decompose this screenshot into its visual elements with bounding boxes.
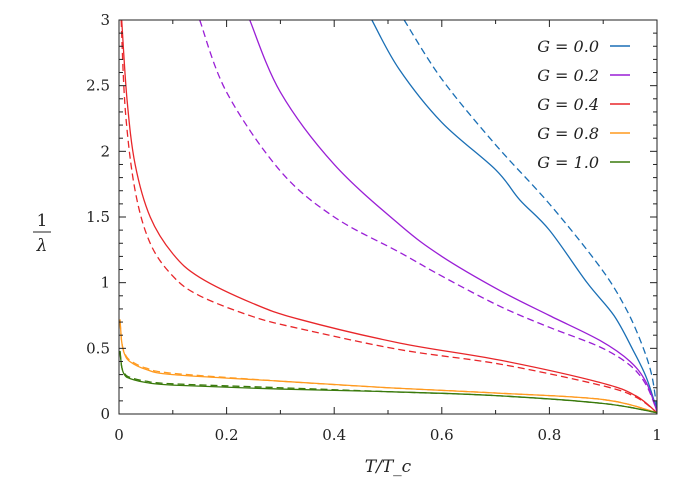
y-tick-label: 2 bbox=[100, 142, 110, 160]
series-line-3-dashed bbox=[199, 20, 657, 412]
x-tick-label: 0 bbox=[114, 426, 124, 444]
legend: G = 0.0 G = 0.2 G = 0.4 G = 0.8 G = 1.0 bbox=[537, 37, 630, 172]
series-line-2 bbox=[249, 20, 657, 412]
series-line-6 bbox=[119, 319, 657, 414]
legend-label: G = 1.0 bbox=[537, 153, 599, 172]
series-line-1-dashed bbox=[403, 20, 657, 411]
x-tick-label: 0.6 bbox=[430, 426, 454, 444]
axis-ticks: 0 0.2 0.4 0.6 0.8 1 0 0.5 1 1.5 2 2.5 3 bbox=[86, 11, 662, 444]
curves bbox=[119, 20, 657, 414]
legend-label: G = 0.4 bbox=[537, 95, 599, 114]
series-line-9-dashed bbox=[119, 352, 657, 414]
legend-label: G = 0.8 bbox=[537, 124, 599, 143]
x-tick-label: 1 bbox=[652, 426, 662, 444]
series-line-5-dashed bbox=[120, 20, 657, 414]
x-tick-label: 0.8 bbox=[537, 426, 561, 444]
y-tick-label: 3 bbox=[100, 11, 110, 29]
y-tick-label: 2.5 bbox=[86, 77, 110, 95]
series-line-0 bbox=[371, 20, 657, 411]
x-tick-label: 0.4 bbox=[322, 426, 346, 444]
y-axis-label-numerator: 1 bbox=[37, 211, 48, 231]
x-tick-label: 0.2 bbox=[215, 426, 239, 444]
series-line-7-dashed bbox=[119, 322, 657, 414]
y-tick-label: 0 bbox=[100, 405, 110, 423]
legend-label: G = 0.0 bbox=[537, 37, 599, 56]
y-tick-label: 0.5 bbox=[86, 339, 110, 357]
series-line-8 bbox=[119, 350, 657, 414]
y-tick-label: 1 bbox=[100, 274, 110, 292]
legend-label: G = 0.2 bbox=[537, 66, 599, 85]
y-axis-label-denominator: λ bbox=[36, 236, 48, 256]
y-tick-label: 1.5 bbox=[86, 208, 110, 226]
x-axis-label: T/T_c bbox=[365, 457, 412, 477]
series-line-4 bbox=[121, 20, 657, 414]
